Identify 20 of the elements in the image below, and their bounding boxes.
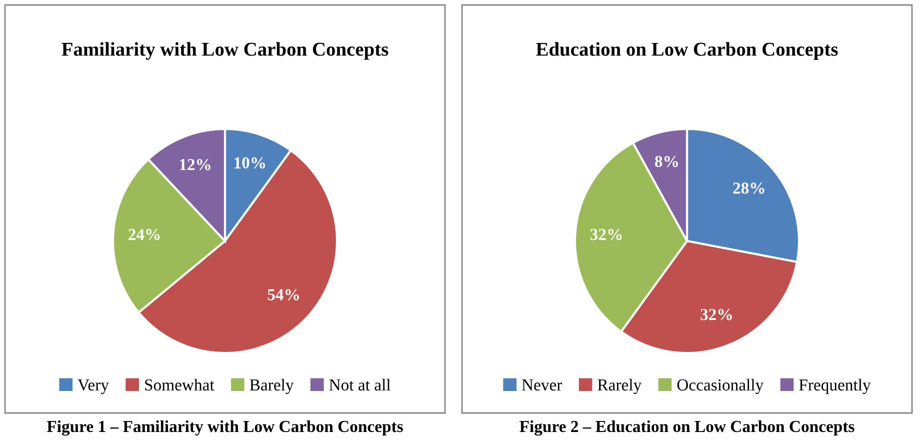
data-label: 54%	[268, 289, 299, 300]
chart-title: Education on Low Carbon Concepts	[536, 42, 838, 60]
chart-title: Familiarity with Low Carbon Concepts	[62, 42, 388, 60]
data-label: 24%	[128, 228, 160, 240]
legend-label: Frequently	[799, 378, 871, 394]
data-label: 10%	[234, 157, 266, 169]
legend-label: Somewhat	[145, 378, 214, 391]
legend-label: Occasionally	[677, 378, 764, 394]
data-label: 32%	[590, 228, 622, 240]
data-label: 12%	[180, 158, 210, 170]
caption: Figure 2 – Education on Low Carbon Concepts	[520, 420, 854, 436]
data-label: 32%	[700, 308, 732, 320]
legend-label: Never	[522, 379, 562, 391]
legend-label: Very	[78, 379, 109, 394]
data-label: 8%	[655, 156, 678, 168]
legend-label: Not at all	[329, 378, 390, 391]
data-label: 28%	[733, 182, 764, 194]
legend-label: Rarely	[598, 378, 642, 394]
legend-label: Barely	[250, 378, 294, 394]
caption: Figure 1 – Familiarity with Low Carbon Concepts	[46, 420, 403, 436]
